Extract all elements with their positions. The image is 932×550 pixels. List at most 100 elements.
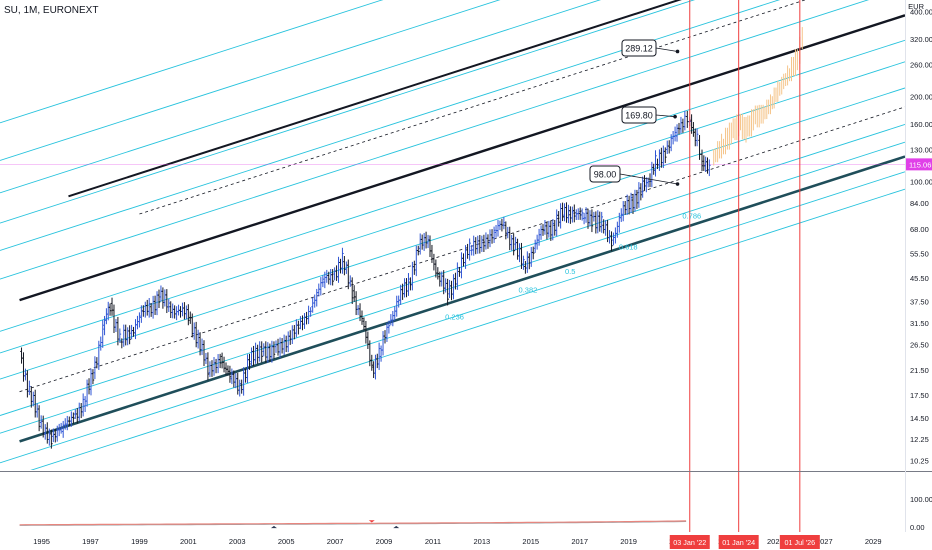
indicator-tick-label: 100.00 (910, 495, 932, 504)
indicator-up-arrow (270, 525, 277, 529)
price-bar (482, 234, 486, 252)
price-bar (606, 219, 609, 243)
price-bar (358, 303, 362, 322)
price-bar (580, 208, 584, 221)
price-bar (420, 234, 424, 250)
price-bar (212, 357, 216, 376)
price-bar (633, 189, 637, 212)
price-tick-label: 31.50 (910, 319, 929, 328)
price-bar (639, 183, 643, 201)
price-tick-label: 100.00 (910, 178, 932, 187)
price-bar (360, 310, 364, 325)
time-tick-label: 2001 (180, 537, 197, 546)
price-bar (290, 325, 294, 345)
price-bar (28, 380, 31, 396)
fib-line-4 (0, 87, 905, 380)
price-tick-label: 14.50 (910, 414, 929, 423)
price-tick-label: 37.50 (910, 298, 929, 307)
price-bar (114, 318, 118, 332)
price-bar (660, 147, 663, 168)
price-tick-label: 84.00 (910, 199, 929, 208)
fib-line-10 (0, 0, 602, 194)
price-bar (242, 367, 245, 396)
price-bar (274, 340, 278, 353)
price-bar (319, 277, 323, 296)
fib-line-9 (0, 0, 696, 224)
time-tick-label: 2007 (327, 537, 344, 546)
price-bar (504, 221, 508, 240)
price-bar (547, 220, 551, 238)
time-tick-label: 2029 (865, 537, 882, 546)
price-bar (124, 324, 128, 346)
channel-bottom-line (19, 155, 905, 443)
price-bar (494, 224, 498, 238)
price-bar (700, 149, 704, 172)
price-bar (145, 299, 149, 316)
price-bar (185, 305, 188, 320)
price-bar (372, 361, 375, 378)
price-bar (567, 204, 570, 224)
date-marker-label: 01 Jul '26 (785, 538, 816, 547)
price-bar (391, 310, 395, 327)
annotation-anchor (675, 182, 680, 186)
price-bar (272, 341, 276, 359)
price-bar (101, 320, 105, 348)
price-bar (157, 289, 161, 309)
price-bar (364, 320, 368, 344)
price-bar (167, 299, 171, 312)
fib-ratio-label: 0.5 (565, 267, 575, 276)
fib-line-2 (0, 141, 905, 434)
price-tick-label: 260.00 (910, 60, 932, 69)
time-tick-label: 2025 (767, 537, 784, 546)
current-price-label: 115.06 (909, 160, 931, 169)
date-marker-label: 03 Jan '22 (673, 538, 706, 547)
price-bar (293, 324, 296, 340)
price-bar (403, 278, 406, 298)
price-bar (450, 280, 453, 301)
price-tick-label: 45.50 (910, 274, 929, 283)
price-bar (206, 352, 210, 381)
price-bar (196, 329, 200, 349)
price-bar (143, 301, 147, 318)
price-bar (627, 195, 631, 215)
price-tick-label: 55.50 (910, 250, 929, 259)
time-tick-label: 2019 (620, 537, 637, 546)
price-bar (650, 161, 654, 188)
price-bar (675, 124, 679, 142)
price-bar (629, 192, 633, 214)
price-bar (313, 294, 317, 308)
price-bar (85, 379, 89, 407)
price-bar (254, 342, 257, 364)
price-bar (256, 344, 259, 364)
price-bar (424, 231, 428, 249)
price-bar (210, 360, 214, 377)
price-bar (307, 305, 310, 325)
channel-and-fib-lines (0, 0, 905, 470)
price-bar (118, 328, 122, 343)
price-bar (89, 368, 93, 396)
price-bar (183, 302, 186, 320)
price-bar (325, 269, 329, 283)
price-bar (99, 336, 103, 351)
date-marker-badge (779, 535, 820, 549)
price-bar (559, 203, 562, 229)
price-bar (446, 278, 449, 306)
price-bar (555, 209, 558, 237)
price-bar (498, 220, 502, 231)
price-bar (693, 128, 697, 147)
price-bar (35, 403, 39, 418)
price-bar (565, 202, 568, 223)
price-bar (665, 140, 669, 154)
symbol-title: SU, 1M, EURONEXT (4, 5, 98, 16)
price-bar (234, 373, 238, 389)
price-bar (276, 338, 280, 356)
annotation-box (589, 165, 621, 183)
price-annotations: 289.12 169.80 98.00 0.786 0.618 0.5 0.382 0.236 (445, 39, 701, 321)
price-bar (26, 370, 29, 398)
price-bar (153, 295, 157, 315)
price-bar (72, 412, 75, 424)
fib-line-5 (0, 61, 905, 354)
price-bar (79, 402, 83, 419)
price-bar (518, 243, 521, 263)
price-tick-label: 400.00 (910, 8, 932, 17)
